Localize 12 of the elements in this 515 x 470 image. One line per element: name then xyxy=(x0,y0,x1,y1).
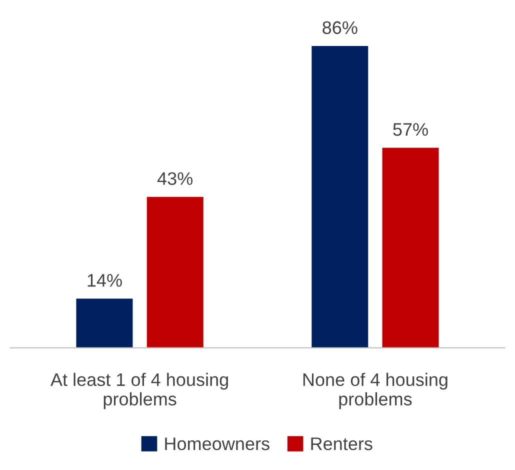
bar xyxy=(146,196,204,348)
bar xyxy=(312,46,368,348)
data-label: 43% xyxy=(157,172,193,185)
x-tick-label: At least 1 of 4 housing problems xyxy=(50,372,228,410)
data-label: 14% xyxy=(88,274,122,287)
legend-label: Renters xyxy=(311,438,372,450)
data-label: 86% xyxy=(322,21,358,34)
data-label: 57% xyxy=(393,123,428,136)
bar xyxy=(76,298,133,348)
bar xyxy=(382,148,439,348)
legend-label: Homeowners xyxy=(165,438,270,450)
x-tick-label: None of 4 housing problems xyxy=(303,372,448,410)
